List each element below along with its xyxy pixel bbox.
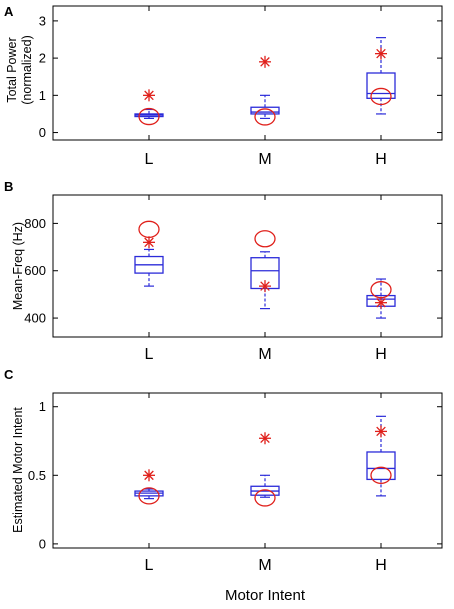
circle-marker: [138, 487, 160, 505]
star-marker: [143, 469, 155, 482]
y-tick-label-C: 0.5: [28, 468, 46, 483]
y-tick-label-B: 800: [24, 216, 46, 231]
circle-marker: [254, 230, 276, 248]
category-label-H: H: [375, 346, 387, 363]
category-label-L: L: [145, 346, 154, 363]
panel-letter-B: B: [4, 179, 13, 194]
star-marker: [259, 432, 271, 445]
star-marker: [143, 89, 155, 102]
category-label-M: M: [258, 151, 271, 168]
circle-marker: [370, 466, 392, 484]
x-axis-title: Motor Intent: [225, 587, 306, 604]
circle-marker: [138, 220, 160, 238]
y-tick-label-A: 1: [39, 88, 46, 103]
category-label-M: M: [258, 346, 271, 363]
y-tick-label-C: 0: [39, 536, 46, 551]
plot-frame-C: [52, 392, 443, 549]
circle-marker: [254, 489, 276, 507]
star-marker: [375, 425, 387, 438]
y-tick-label-C: 1: [39, 399, 46, 414]
star-marker: [259, 55, 271, 68]
box-H: [366, 72, 396, 99]
y-tick-label-B: 400: [24, 311, 46, 326]
y-tick-label-A: 3: [39, 13, 46, 28]
y-axis-label-C: Estimated Motor Intent: [11, 407, 25, 533]
plot-frame-B: [52, 194, 443, 338]
panel-letter-C: C: [4, 367, 14, 382]
y-tick-label-A: 2: [39, 51, 46, 66]
plot-frame-A: [52, 5, 443, 141]
category-label-L: L: [145, 557, 154, 574]
category-label-L: L: [145, 151, 154, 168]
star-marker: [375, 296, 387, 309]
category-label-M: M: [258, 557, 271, 574]
category-label-H: H: [375, 557, 387, 574]
star-marker: [143, 236, 155, 249]
category-label-H: H: [375, 151, 387, 168]
star-marker: [259, 280, 271, 293]
y-tick-label-A: 0: [39, 125, 46, 140]
y-axis-label-A: Total Power: [5, 37, 19, 102]
star-marker: [375, 47, 387, 60]
y-tick-label-B: 600: [24, 263, 46, 278]
circle-marker: [254, 108, 276, 126]
y-axis-label-B: Mean-Freq (Hz): [11, 222, 25, 310]
panel-letter-A: A: [4, 4, 14, 19]
y-axis-label-A: (normalized): [20, 35, 34, 104]
circle-marker: [138, 107, 160, 126]
box-H: [366, 451, 396, 481]
box-M: [250, 106, 280, 115]
circle-marker: [370, 87, 392, 106]
